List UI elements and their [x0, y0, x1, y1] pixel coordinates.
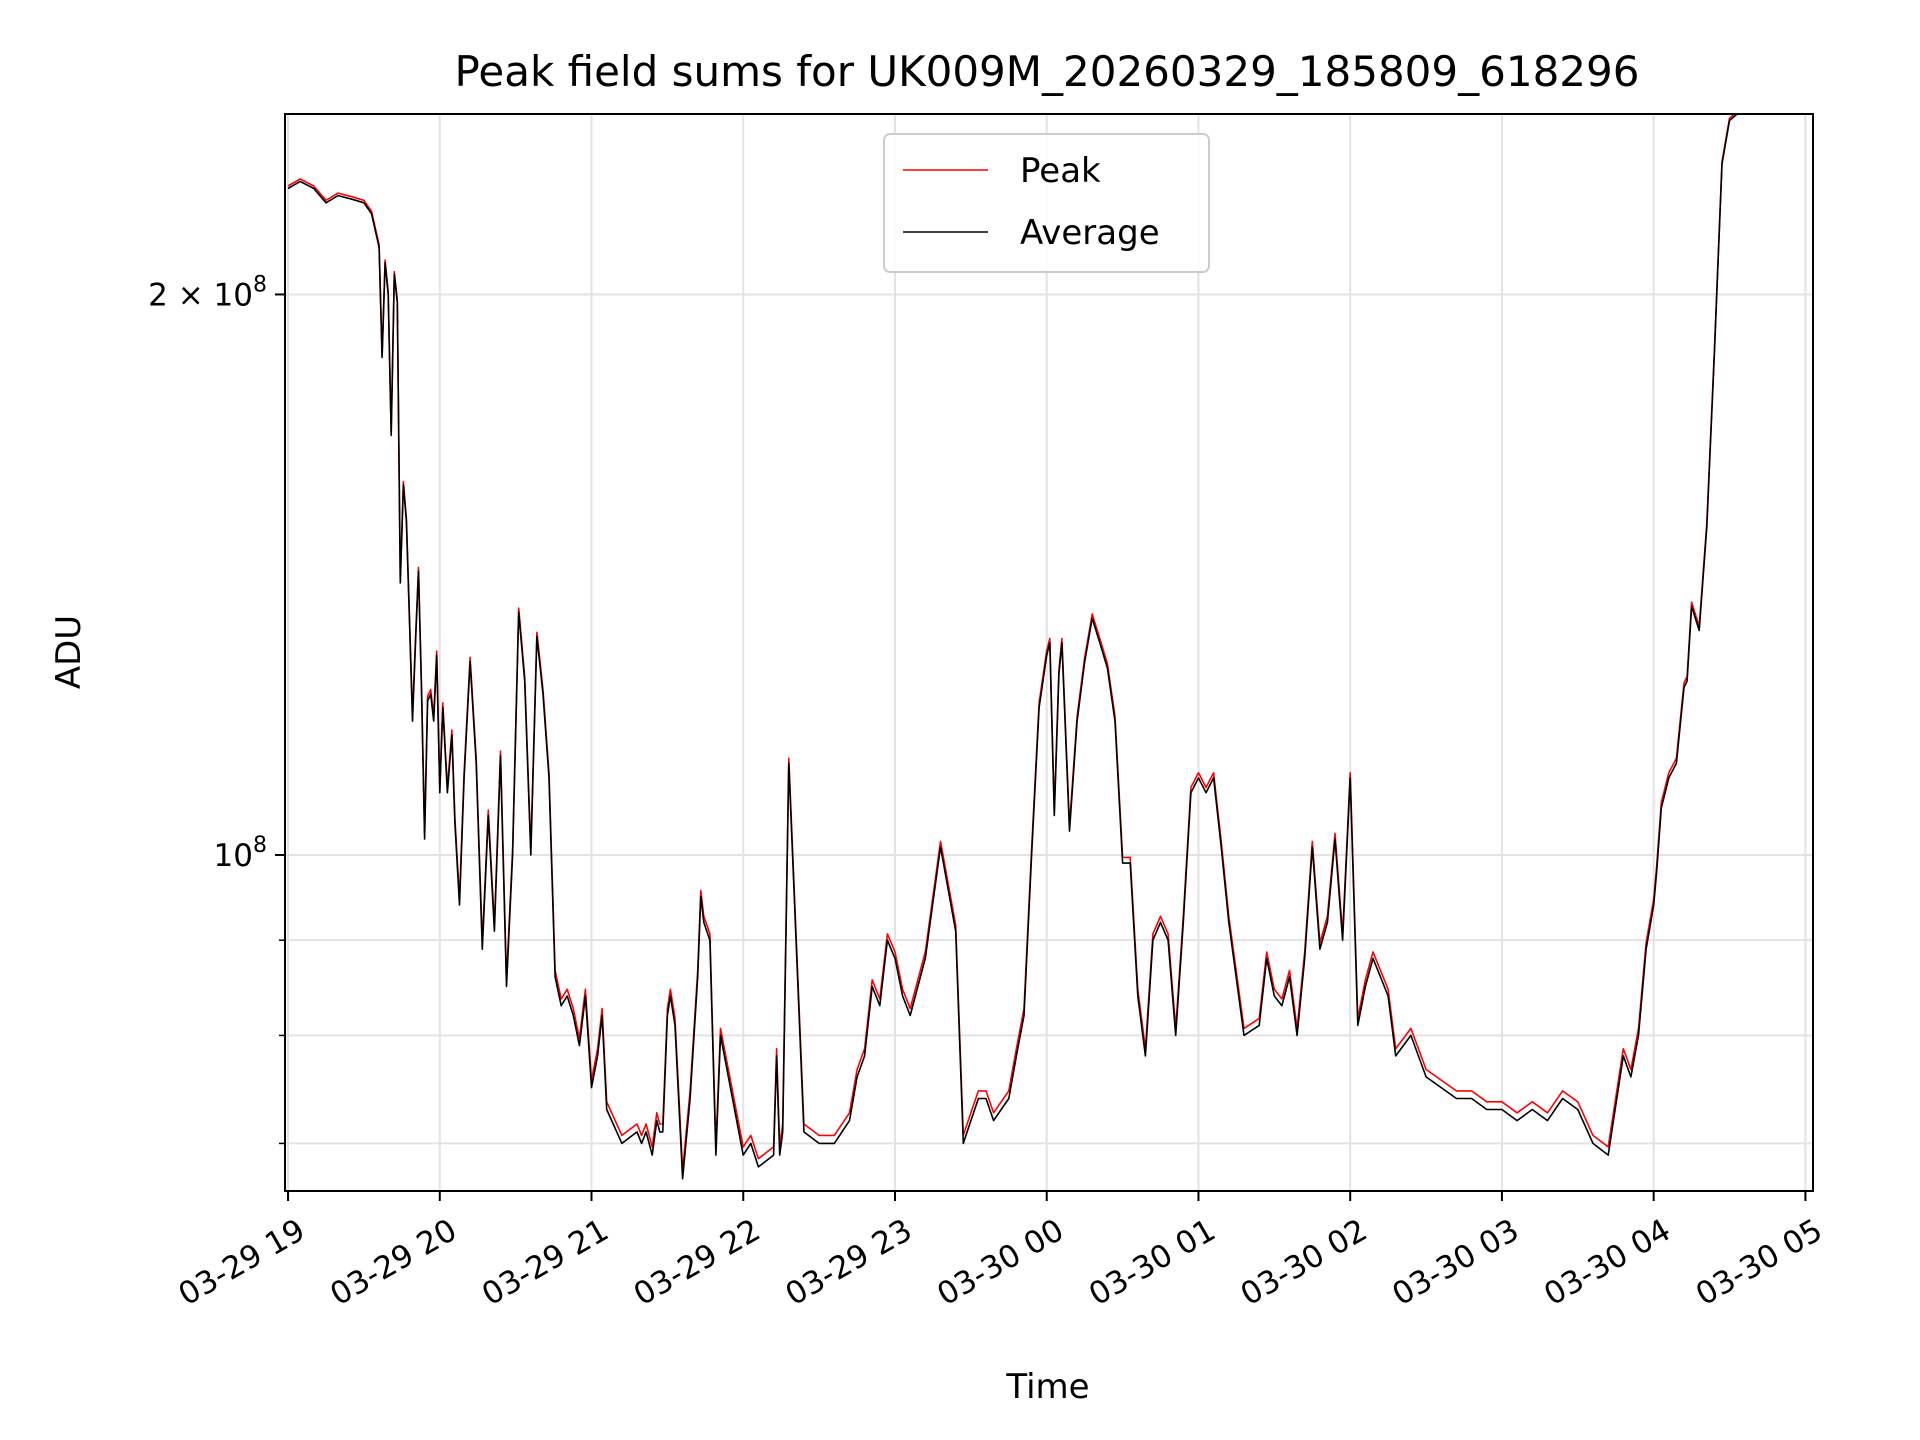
y-tick-label: 2 × 108	[148, 272, 267, 313]
legend-label-peak: Peak	[1020, 151, 1101, 191]
legend-label-average: Average	[1020, 213, 1160, 253]
y-axis-title: ADU	[49, 615, 89, 689]
chart-title: Peak field sums for UK009M_20260329_1858…	[455, 47, 1640, 96]
legend-box	[883, 133, 1210, 273]
series-line-average	[287, 114, 1738, 1180]
grid	[285, 114, 1813, 1191]
plot-frame	[284, 113, 1814, 1192]
y-tick-label: 108	[214, 833, 267, 874]
y-axis: 108 2 × 108	[148, 272, 285, 1145]
legend: Peak Average	[883, 133, 1210, 273]
x-axis-title: Time	[1005, 1367, 1089, 1407]
series-layer	[287, 114, 1738, 1180]
